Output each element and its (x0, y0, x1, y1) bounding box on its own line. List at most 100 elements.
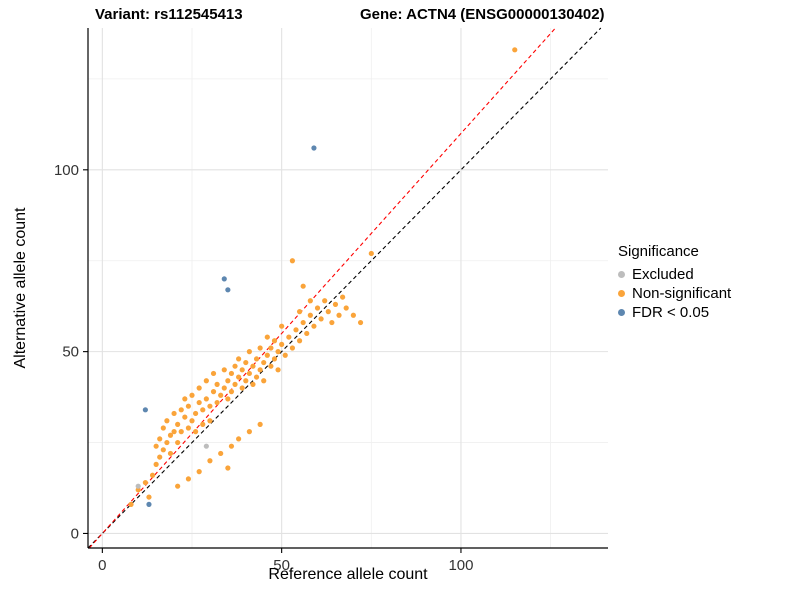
legend-swatch-fdr-icon (618, 309, 625, 316)
data-point (175, 439, 181, 446)
data-point (232, 381, 238, 387)
data-point (279, 323, 285, 329)
data-point (182, 414, 188, 420)
data-point (228, 443, 235, 449)
data-point (189, 418, 195, 424)
legend-item-excluded: Excluded (618, 266, 731, 283)
data-point (207, 418, 213, 424)
data-point (203, 443, 209, 449)
data-point (289, 258, 296, 264)
y-tick-label: 0 (71, 525, 79, 542)
data-point (257, 367, 263, 373)
legend-label-non-significant: Non-significant (632, 285, 732, 302)
data-point (264, 334, 270, 340)
data-point (225, 287, 231, 293)
data-point (350, 312, 356, 318)
data-point (296, 309, 303, 315)
data-point (300, 319, 306, 326)
data-point (171, 410, 177, 417)
data-point (332, 301, 339, 307)
data-point (232, 363, 238, 369)
data-point (250, 363, 256, 369)
data-point (236, 436, 242, 442)
data-point (343, 305, 349, 311)
data-point (307, 312, 313, 318)
data-point (135, 487, 141, 493)
data-point (203, 396, 209, 402)
data-point (246, 370, 252, 377)
legend-swatch-non-significant-icon (618, 290, 625, 297)
data-point (221, 367, 227, 373)
y-axis-label: Alternative allele count (12, 207, 29, 369)
data-point (178, 429, 184, 435)
legend: Significance Excluded Non-significant FD… (618, 243, 731, 323)
data-point (268, 345, 274, 351)
data-point (261, 378, 267, 384)
data-point (243, 359, 249, 366)
x-tick-label: 50 (273, 557, 290, 574)
data-point (189, 392, 195, 398)
variant-title: Variant: rs112545413 (95, 6, 243, 23)
data-point (192, 429, 199, 435)
data-point (257, 345, 263, 351)
data-point (218, 450, 224, 457)
data-point (157, 454, 163, 460)
data-point (214, 381, 220, 387)
data-point (157, 436, 163, 442)
data-point (192, 410, 199, 417)
data-point (329, 319, 335, 326)
legend-label-excluded: Excluded (632, 266, 694, 283)
data-point (239, 367, 245, 373)
data-point (185, 403, 192, 409)
data-point (311, 145, 317, 151)
data-point (318, 316, 324, 322)
data-point (271, 356, 278, 362)
data-point (167, 450, 174, 457)
data-point (271, 338, 278, 344)
data-point (210, 370, 217, 377)
data-point (257, 421, 263, 427)
data-point (128, 501, 134, 507)
data-point (185, 476, 192, 482)
data-point (146, 501, 152, 507)
data-point (325, 309, 331, 315)
data-point (153, 443, 159, 449)
data-point (228, 389, 235, 395)
gene-title: Gene: ACTN4 (ENSG00000130402) (360, 6, 605, 23)
data-point (261, 359, 267, 366)
data-point (196, 469, 202, 475)
data-point (304, 330, 310, 337)
data-point (368, 250, 374, 257)
data-point (196, 385, 202, 391)
data-point (207, 458, 213, 464)
data-point (236, 356, 242, 362)
data-point (207, 403, 213, 409)
plot-panel (88, 28, 608, 548)
data-point (275, 367, 281, 373)
data-point (214, 399, 220, 406)
data-point (164, 418, 170, 424)
data-point (164, 439, 170, 446)
legend-item-fdr: FDR < 0.05 (618, 304, 731, 321)
data-point (279, 341, 285, 347)
data-point (196, 399, 202, 406)
data-point (228, 370, 235, 377)
data-point (311, 323, 317, 329)
data-point (153, 461, 159, 467)
data-point (221, 385, 227, 391)
data-point (268, 363, 274, 369)
data-point (146, 494, 152, 500)
data-point (210, 389, 217, 395)
data-point (264, 352, 270, 358)
data-point (239, 385, 245, 391)
data-point (300, 283, 306, 289)
data-point (286, 334, 292, 340)
data-point (175, 483, 181, 489)
reference-line-expected-ratio (88, 27, 556, 549)
data-point (289, 345, 296, 351)
x-axis-label: Reference allele count (268, 566, 428, 583)
x-tick-label: 0 (98, 557, 106, 574)
data-point (200, 421, 206, 427)
